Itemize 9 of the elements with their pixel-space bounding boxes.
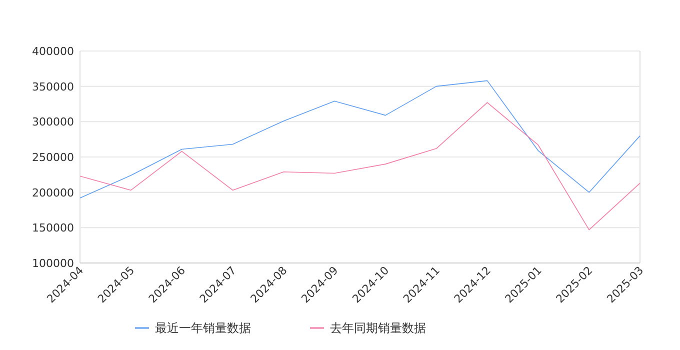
- y-tick-label: 350000: [32, 80, 74, 94]
- y-tick-label: 250000: [32, 151, 74, 164]
- y-tick-label: 100000: [32, 257, 74, 270]
- legend-label: 去年同期销量数据: [330, 321, 426, 335]
- y-tick-label: 200000: [32, 186, 74, 200]
- y-tick-label: 150000: [32, 222, 74, 235]
- legend-label: 最近一年销量数据: [155, 321, 251, 335]
- y-tick-label: 400000: [32, 45, 74, 58]
- y-tick-label: 300000: [32, 116, 74, 129]
